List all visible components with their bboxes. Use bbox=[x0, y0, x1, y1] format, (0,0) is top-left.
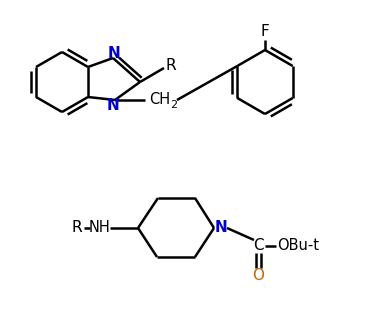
Text: O: O bbox=[252, 268, 264, 282]
Text: CH: CH bbox=[149, 93, 171, 107]
Text: OBu-t: OBu-t bbox=[277, 238, 319, 254]
Text: N: N bbox=[214, 221, 227, 236]
Text: F: F bbox=[261, 24, 269, 40]
Text: N: N bbox=[106, 99, 119, 113]
Text: N: N bbox=[108, 46, 120, 61]
Text: R: R bbox=[166, 59, 176, 74]
Text: C: C bbox=[253, 238, 263, 254]
Text: 2: 2 bbox=[170, 100, 178, 110]
Text: NH: NH bbox=[89, 221, 111, 236]
Text: R: R bbox=[72, 221, 82, 236]
